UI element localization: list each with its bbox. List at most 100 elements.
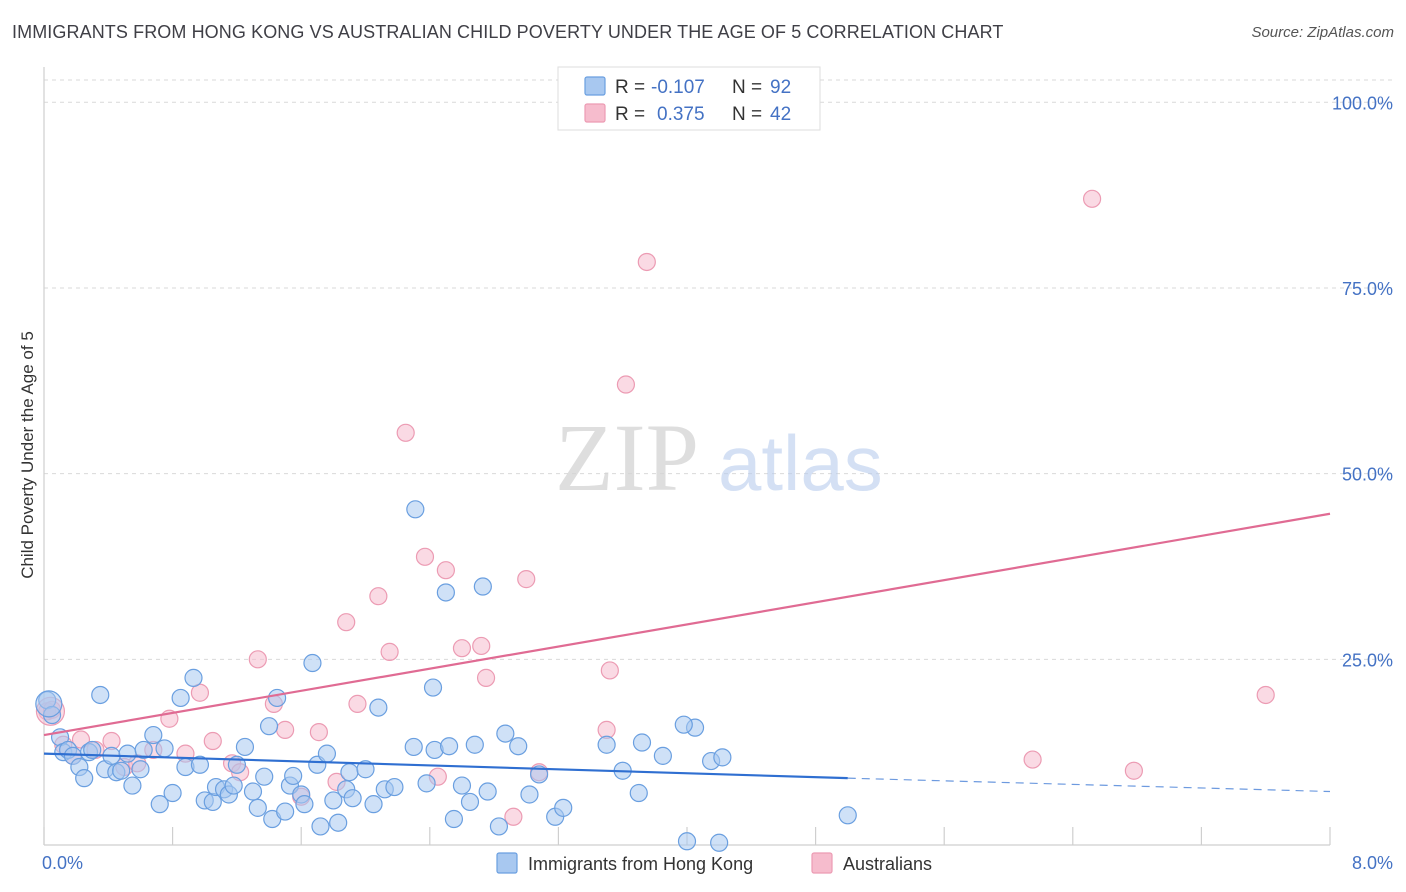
hong-kong-point-50 — [324, 791, 343, 810]
trend-line-australians — [43, 512, 1331, 737]
hong-kong-point-78 — [554, 798, 573, 817]
source-label: Source: ZipAtlas.com — [1251, 24, 1394, 41]
hong-kong-point-75 — [520, 785, 539, 804]
hong-kong-point-62 — [423, 678, 443, 697]
hong-kong-point-15 — [118, 744, 137, 763]
australians-point-39 — [637, 252, 656, 272]
hong-kong-point-60 — [404, 737, 423, 757]
hong-kong-point-19 — [144, 725, 163, 745]
legend-n-value-pink: 42 — [770, 104, 791, 125]
hong-kong-cluster-point — [35, 690, 63, 718]
hong-kong-point-79 — [597, 735, 616, 754]
australians-point-24 — [369, 587, 388, 606]
hong-kong-point-7 — [75, 769, 94, 788]
trend-line-hong-kong-extension — [847, 777, 1331, 793]
hong-kong-point-32 — [224, 776, 243, 795]
y-tick-label-1: 50.0% — [1342, 465, 1393, 485]
hong-kong-point-71 — [478, 782, 497, 801]
hong-kong-point-64 — [436, 583, 455, 602]
bottom-legend-swatch-pink — [811, 852, 833, 874]
hong-kong-point-87 — [713, 748, 732, 767]
y-tick-label-0: 25.0% — [1342, 650, 1393, 670]
hong-kong-point-72 — [489, 817, 509, 836]
trend-lines — [43, 512, 1331, 793]
hong-kong-point-23 — [171, 688, 190, 708]
trend-line-hong-kong — [43, 752, 848, 780]
legend-swatch-pink — [584, 103, 606, 123]
hong-kong-point-40 — [267, 688, 287, 708]
hong-kong-point-55 — [356, 760, 375, 779]
legend-r-label-blue: R = — [615, 77, 645, 98]
hong-kong-point-89 — [838, 806, 857, 825]
hong-kong-point-74 — [509, 737, 528, 756]
legend-n-label-pink: N = — [732, 104, 762, 125]
hong-kong-point-18 — [134, 740, 153, 760]
hong-kong-point-68 — [460, 792, 480, 812]
hong-kong-point-43 — [284, 766, 303, 786]
hong-kong-point-17 — [131, 760, 150, 779]
legend: R = -0.107 N = 92 R = 0.375 N = 42 — [557, 66, 821, 131]
hong-kong-point-84 — [677, 832, 697, 851]
hong-kong-point-83 — [653, 746, 672, 765]
australians-point-16 — [248, 650, 267, 669]
australians-point-40 — [1023, 750, 1042, 769]
legend-r-value-blue: -0.107 — [651, 77, 705, 98]
australians-point-25 — [380, 642, 399, 661]
hong-kong-point-65 — [439, 737, 459, 756]
australians-point-43 — [1256, 685, 1275, 705]
australians-point-42 — [1124, 761, 1143, 780]
y-tick-label-2: 75.0% — [1342, 279, 1393, 299]
hong-kong-point-36 — [248, 798, 267, 817]
hong-kong-point-16 — [123, 776, 142, 795]
hong-kong-point-21 — [155, 739, 174, 758]
hong-kong-point-88 — [710, 833, 729, 852]
legend-n-value-blue: 92 — [770, 77, 791, 98]
australians-point-27 — [415, 547, 435, 566]
hong-kong-point-67 — [452, 776, 472, 795]
hong-kong-point-35 — [243, 782, 263, 801]
australians-point-33 — [504, 807, 523, 826]
watermark-zip: ZIP — [555, 404, 699, 511]
legend-r-value-pink: 0.375 — [657, 104, 705, 125]
y-tick-labels: 25.0% 50.0% 75.0% 100.0% — [1332, 93, 1393, 670]
hong-kong-point-90 — [674, 715, 693, 734]
hong-kong-point-82 — [632, 733, 652, 752]
x-tick-label-0: 0.0% — [42, 853, 83, 873]
hong-kong-point-70 — [473, 577, 492, 596]
bottom-legend-label-blue: Immigrants from Hong Kong — [528, 854, 753, 874]
hong-kong-point-69 — [465, 735, 484, 754]
bottom-legend-swatch-blue — [496, 852, 518, 874]
hong-kong-point-22 — [163, 783, 182, 803]
hong-kong-point-48 — [311, 817, 330, 836]
legend-n-label-blue: N = — [732, 77, 762, 98]
y-tick-label-3: 100.0% — [1332, 93, 1393, 113]
hong-kong-point-91 — [406, 500, 425, 519]
chart-title: IMMIGRANTS FROM HONG KONG VS AUSTRALIAN … — [12, 22, 1004, 42]
hong-kong-point-81 — [629, 783, 648, 803]
hong-kong-point-41 — [276, 802, 295, 821]
australians-point-29 — [436, 561, 455, 580]
gridlines — [44, 79, 1392, 660]
x-tick-label-1: 8.0% — [1352, 853, 1393, 873]
legend-swatch-blue — [584, 76, 606, 96]
australians-point-22 — [337, 613, 356, 632]
hong-kong-point-14 — [112, 761, 131, 780]
y-axis-label: Child Poverty Under the Age of 5 — [18, 331, 37, 579]
legend-r-label-pink: R = — [615, 104, 645, 125]
australians-point-32 — [476, 668, 496, 687]
hong-kong-point-20 — [150, 795, 169, 814]
hong-kong-point-38 — [259, 717, 279, 736]
hong-kong-point-26 — [190, 755, 210, 774]
australians-point-41 — [1082, 189, 1102, 208]
hong-kong-point-10 — [91, 685, 110, 705]
hong-kong-point-54 — [343, 789, 362, 808]
hong-kong-point-46 — [303, 653, 322, 673]
hong-kong-point-76 — [530, 765, 549, 784]
hong-kong-point-56 — [364, 795, 383, 814]
x-tick-labels: 0.0% 8.0% — [42, 853, 1393, 873]
hong-kong-point-57 — [369, 698, 388, 717]
australians-point-18 — [276, 720, 295, 739]
watermark-atlas: atlas — [718, 419, 883, 507]
bottom-legend-label-pink: Australians — [843, 854, 932, 874]
